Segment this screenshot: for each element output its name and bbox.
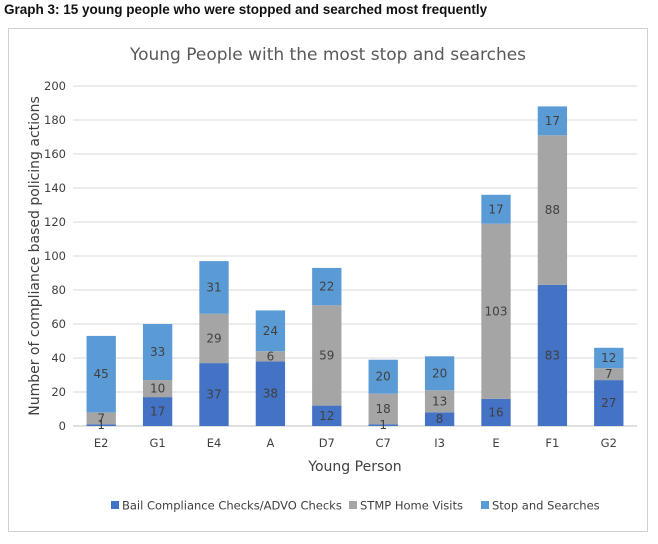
x-tick-label: A [266, 436, 274, 450]
bar-segment-I3-s2 [424, 356, 455, 391]
y-tick-label: 20 [51, 385, 66, 399]
x-tick-label: E2 [94, 436, 109, 450]
data-label: 7 [97, 411, 105, 425]
data-label: 12 [601, 351, 616, 365]
y-tick-label: 40 [51, 351, 66, 365]
data-label: 29 [206, 331, 221, 345]
legend-label: Stop and Searches [492, 499, 600, 513]
data-label: 18 [376, 402, 391, 416]
bar-segment-E4-s2 [199, 261, 229, 314]
legend-label: Bail Compliance Checks/ADVO Checks [122, 499, 342, 513]
y-tick-label: 0 [59, 419, 66, 433]
bar-segment-E2-s0 [86, 424, 116, 426]
bar-segment-A-s0 [255, 361, 286, 426]
data-label: 27 [601, 396, 616, 410]
bar-segment-I3-s0 [424, 412, 455, 426]
bar-segment-D7-s1 [312, 305, 342, 406]
data-label: 10 [150, 382, 165, 396]
x-tick-label: G2 [601, 436, 617, 450]
y-tick-label: 180 [44, 113, 66, 127]
data-label: 33 [150, 345, 165, 359]
data-label: 12 [319, 409, 334, 423]
bar-segment-F1-s2 [537, 106, 568, 136]
data-label: 88 [545, 203, 560, 217]
bar-segment-E2-s1 [86, 412, 116, 425]
bar-segment-F1-s1 [537, 135, 568, 285]
x-tick-label: D7 [319, 436, 335, 450]
x-axis-label: Young Person [307, 459, 401, 475]
data-label: 45 [94, 367, 109, 381]
data-label: 20 [432, 366, 447, 380]
legend-swatch [111, 501, 119, 509]
bar-segment-E-s2 [481, 194, 511, 224]
data-label: 1 [97, 418, 105, 432]
data-label: 31 [206, 280, 221, 294]
data-label: 1 [379, 418, 387, 432]
bar-segment-D7-s0 [312, 405, 342, 426]
data-label: 37 [206, 388, 221, 402]
data-label: 7 [605, 367, 613, 381]
data-label: 103 [485, 304, 508, 318]
bar-segment-I3-s1 [424, 390, 455, 413]
data-label: 6 [267, 349, 275, 363]
bar-segment-G2-s1 [594, 368, 624, 381]
y-tick-label: 120 [44, 215, 66, 229]
data-label: 20 [376, 370, 391, 384]
data-label: 17 [488, 202, 503, 216]
x-tick-label: C7 [376, 436, 391, 450]
y-tick-label: 140 [44, 181, 66, 195]
x-tick-label: G1 [149, 436, 165, 450]
y-tick-label: 160 [44, 147, 66, 161]
bar-segment-G2-s0 [594, 380, 624, 426]
data-label: 38 [263, 387, 278, 401]
x-tick-label: F1 [545, 436, 559, 450]
legend-swatch [481, 501, 489, 509]
y-tick-label: 200 [44, 79, 66, 93]
bar-segment-A-s2 [255, 310, 286, 352]
bar-segment-A-s1 [255, 351, 286, 362]
bar-segment-D7-s2 [312, 267, 342, 306]
data-label: 22 [319, 280, 334, 294]
y-tick-label: 100 [44, 249, 66, 263]
data-label: 13 [432, 394, 447, 408]
bar-segment-E4-s1 [199, 313, 229, 364]
bar-segment-G1-s2 [142, 324, 173, 381]
legend-label: STMP Home Visits [360, 499, 463, 513]
bar-segment-F1-s0 [537, 284, 568, 426]
chart-title: Young People with the most stop and sear… [129, 45, 526, 65]
data-label: 24 [263, 324, 278, 338]
x-tick-label: E4 [207, 436, 222, 450]
bar-segment-G2-s2 [594, 347, 624, 369]
data-label: 8 [436, 412, 444, 426]
data-label: 16 [488, 405, 503, 419]
legend-swatch [349, 501, 357, 509]
bar-segment-E2-s2 [86, 335, 116, 413]
y-axis-label: Number of compliance based policing acti… [27, 96, 43, 416]
bar-segment-G1-s0 [142, 397, 173, 426]
x-tick-label: E [492, 436, 499, 450]
data-label: 17 [545, 114, 560, 128]
bar-segment-E4-s0 [199, 363, 229, 426]
y-tick-label: 80 [51, 283, 66, 297]
graph-caption: Graph 3: 15 young people who were stoppe… [4, 2, 488, 17]
bar-segment-E-s0 [481, 398, 511, 426]
bar-segment-E-s1 [481, 223, 511, 399]
bar-segment-C7-s1 [368, 393, 398, 425]
data-label: 59 [319, 348, 334, 362]
y-tick-label: 60 [51, 317, 66, 331]
bar-segment-G1-s1 [142, 380, 173, 398]
x-tick-label: I3 [434, 436, 445, 450]
bar-segment-C7-s0 [368, 424, 398, 426]
data-label: 17 [150, 405, 165, 419]
data-label: 83 [545, 348, 560, 362]
bar-segment-C7-s2 [368, 359, 398, 394]
